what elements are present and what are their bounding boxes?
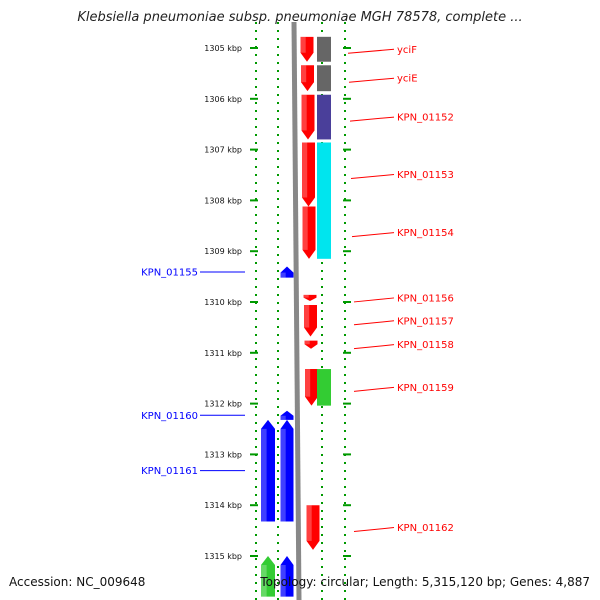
kbp-tick-label: 1305 kbp — [204, 44, 242, 53]
gene-match-KPN_01153 — [317, 142, 331, 207]
gene-match-KPN_01154 — [317, 206, 331, 259]
gene-arrow-KPN_01157-body — [304, 305, 317, 337]
gene-match-KPN_01161-shine — [261, 428, 267, 522]
kbp-tick-label: 1314 kbp — [204, 501, 242, 510]
gene-arrow-KPN_01162-shine — [306, 505, 312, 541]
gene-match-unlabeled-body — [261, 556, 275, 597]
kbp-tick-label: 1313 kbp — [204, 450, 242, 459]
gene-arrow-yciE — [301, 65, 314, 92]
gene-arrow-unlabeled-shine — [280, 565, 286, 597]
gene-arrow-KPN_01159-body — [305, 369, 318, 406]
gene-leader-line — [348, 77, 395, 83]
gene-arrow-KPN_01158-shine — [304, 340, 310, 345]
gene-arrow-yciE-shine — [301, 65, 307, 83]
gene-match-KPN_01152 — [317, 94, 331, 140]
gene-arrow-KPN_01160 — [280, 410, 294, 420]
gene-arrow-KPN_01154 — [302, 206, 316, 259]
gene-arrow-KPN_01162 — [306, 505, 320, 550]
gene-label-KPN_01157: KPN_01157 — [397, 316, 454, 327]
kbp-tick-label: 1311 kbp — [204, 349, 242, 358]
gene-arrow-KPN_01153-shine — [302, 142, 308, 198]
map-title: Klebsiella pneumoniae subsp. pneumoniae … — [77, 10, 523, 25]
gene-arrow-KPN_01160-body — [280, 410, 294, 420]
gene-label-KPN_01154: KPN_01154 — [397, 228, 454, 239]
gene-leader-line — [350, 173, 395, 179]
gene-arrow-KPN_01159 — [305, 369, 318, 406]
gene-arrow-yciF-shine — [300, 36, 306, 53]
gene-arrow-KPN_01153-body — [302, 142, 315, 207]
kbp-tick-label: 1315 kbp — [204, 552, 242, 561]
gene-leader-line — [347, 48, 395, 54]
gene-label-yciF: yciF — [397, 45, 417, 56]
kbp-tick-label: 1306 kbp — [204, 95, 242, 104]
gene-label-KPN_01156: KPN_01156 — [397, 293, 454, 304]
gene-leader-line — [349, 116, 395, 122]
gene-match-yciF — [317, 36, 331, 62]
gene-label-KPN_01158: KPN_01158 — [397, 340, 454, 351]
gene-leader-line — [353, 527, 395, 533]
gene-arrow-KPN_01157-shine — [304, 305, 310, 328]
gene-label-KPN_01160: KPN_01160 — [141, 411, 198, 422]
gene-arrow-KPN_01156-body — [303, 294, 317, 301]
gene-arrow-unlabeled-body — [280, 556, 294, 597]
kbp-tick-label: 1312 kbp — [204, 400, 242, 409]
gene-arrow-KPN_01156-shine — [303, 294, 309, 298]
gene-arrow-KPN_01154-body — [302, 206, 316, 259]
gene-arrow-KPN_01160-shine — [280, 415, 286, 420]
gene-arrow-KPN_01159-shine — [305, 369, 311, 397]
gene-arrow-KPN_01153 — [302, 142, 315, 207]
gene-label-KPN_01155: KPN_01155 — [141, 268, 198, 279]
gene-arrow-KPN_01156 — [303, 294, 317, 301]
gene-label-KPN_01152: KPN_01152 — [397, 113, 454, 124]
kbp-tick-label: 1308 kbp — [204, 196, 242, 205]
gene-match-unlabeled-shine — [261, 565, 267, 597]
gene-arrow-KPN_01161-body — [280, 419, 294, 522]
gene-arrow-KPN_01161-shine — [280, 428, 286, 522]
accession-label: Accession: NC_009648 — [9, 575, 146, 589]
gene-match-unlabeled — [261, 556, 275, 597]
gene-arrow-yciE-body — [301, 65, 314, 92]
gene-arrow-yciF-body — [300, 36, 314, 62]
gene-label-yciE: yciE — [397, 74, 418, 85]
gene-leader-line — [351, 232, 395, 238]
gene-arrow-KPN_01152-shine — [301, 94, 307, 131]
gene-leader-line — [353, 386, 395, 392]
gene-arrow-KPN_01155-body — [280, 266, 294, 278]
gene-arrow-KPN_01152-body — [301, 94, 315, 140]
gene-leader-line — [353, 344, 395, 350]
gene-match-yciE — [317, 65, 331, 92]
genome-backbone — [291, 21, 302, 600]
gene-label-KPN_01162: KPN_01162 — [397, 523, 454, 534]
gene-arrow-KPN_01162-body — [306, 505, 320, 550]
gene-leader-line — [353, 320, 395, 326]
gene-leader-line — [353, 297, 395, 303]
gene-label-KPN_01159: KPN_01159 — [397, 383, 454, 394]
gene-arrow-unlabeled — [280, 556, 294, 597]
gene-match-KPN_01161-body — [261, 419, 275, 522]
gene-match-KPN_01159 — [317, 369, 331, 406]
gene-match-KPN_01161 — [261, 419, 275, 522]
gene-arrow-yciF — [300, 36, 314, 62]
gene-label-KPN_01153: KPN_01153 — [397, 170, 454, 181]
kbp-tick-label: 1307 kbp — [204, 146, 242, 155]
gene-arrow-KPN_01158 — [304, 340, 318, 349]
kbp-tick-label: 1309 kbp — [204, 247, 242, 256]
gene-label-KPN_01161: KPN_01161 — [141, 466, 198, 477]
gene-arrow-KPN_01157 — [304, 305, 317, 337]
gene-arrow-KPN_01155 — [280, 266, 294, 278]
gene-arrow-KPN_01154-shine — [302, 206, 308, 250]
gene-arrow-KPN_01161 — [280, 419, 294, 522]
gene-arrow-KPN_01155-shine — [280, 272, 286, 278]
genome-meta: Topology: circular; Length: 5,315,120 bp… — [260, 575, 590, 589]
gene-arrow-KPN_01158-body — [304, 340, 318, 349]
kbp-tick-label: 1310 kbp — [204, 298, 242, 307]
gene-arrow-KPN_01152 — [301, 94, 315, 140]
